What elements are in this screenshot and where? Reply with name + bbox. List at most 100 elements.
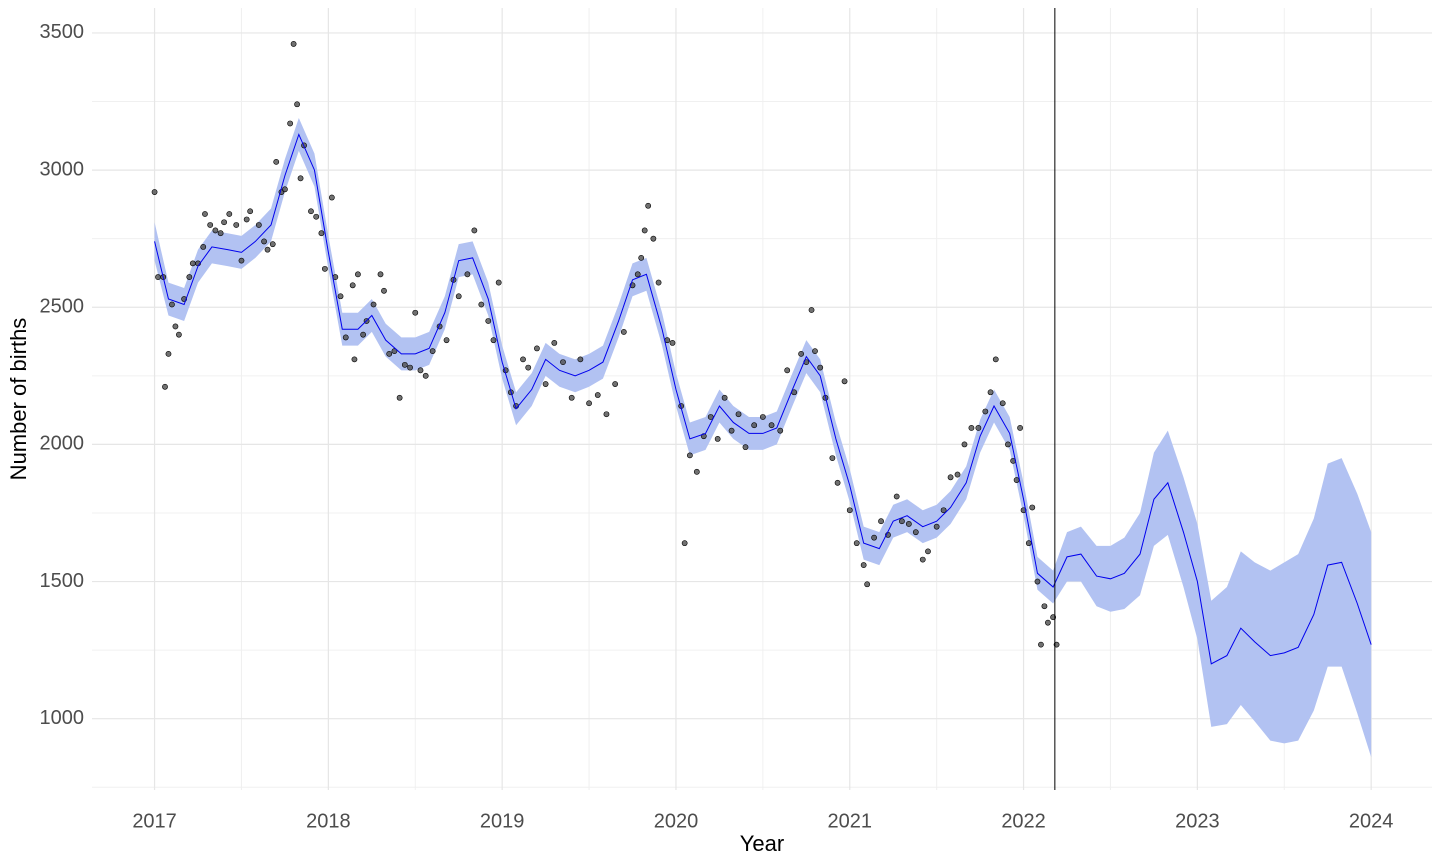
observed-point [798,350,805,357]
observed-point [490,337,497,344]
x-tick-label: 2018 [306,810,351,832]
y-axis-title: Number of births [6,318,31,481]
observed-point [645,202,652,209]
observed-point [968,425,975,431]
observed-point [297,175,304,182]
observed-point [294,101,300,108]
observed-point [377,271,384,278]
observed-point [721,394,728,401]
observed-point [355,271,361,278]
observed-point [568,394,575,401]
observed-point [812,348,818,355]
observed-point [893,493,900,500]
observed-point [155,274,161,280]
observed-point [829,455,836,462]
observed-point [919,556,926,563]
observed-point [1038,641,1044,648]
observed-point [342,334,349,341]
observed-point [620,329,627,335]
observed-point [1034,578,1041,585]
observed-point [429,348,436,355]
observed-point [975,425,982,431]
observed-point [243,216,250,223]
observed-point [186,274,193,280]
observed-point [925,548,931,555]
observed-point [912,529,919,536]
observed-point [551,340,558,346]
observed-point [287,120,294,127]
observed-point [768,422,775,429]
observed-point [860,562,867,568]
observed-point [612,381,619,387]
observed-point [217,230,224,237]
x-tick-label: 2017 [132,810,177,832]
observed-point [290,41,297,47]
y-tick-label: 2000 [40,433,85,455]
observed-point [735,411,742,418]
x-tick-label: 2022 [1001,810,1046,832]
observed-point [412,309,419,316]
observed-point [162,383,168,390]
observed-point [264,246,271,253]
observed-point [982,408,989,415]
observed-point [308,208,314,215]
observed-point [759,414,766,420]
observed-point [189,260,196,267]
x-tick-label: 2020 [654,810,699,832]
observed-point [1045,619,1051,626]
observed-point [351,356,358,363]
observed-point [817,364,824,371]
observed-point [337,293,344,300]
observed-point [391,348,398,355]
observed-point [987,389,994,396]
observed-point [1013,477,1020,483]
observed-point [269,241,276,248]
observed-point [961,441,968,448]
observed-point [864,581,871,588]
observed-point [282,186,288,193]
observed-point [777,427,784,434]
observed-point [370,301,377,308]
observed-point [321,265,328,272]
observed-point [200,244,207,250]
observed-point [407,364,413,371]
observed-point [834,479,841,486]
observed-point [542,381,549,387]
observed-point [207,222,214,228]
observed-point [443,337,450,344]
observed-point [165,350,172,357]
observed-point [386,350,393,357]
observed-point [728,427,735,434]
observed-point [485,318,492,324]
observed-point [1005,441,1011,448]
observed-point [273,158,280,165]
observed-point [940,507,947,514]
y-tick-label: 3000 [40,158,85,180]
observed-point [233,222,240,228]
x-tick-label: 2019 [480,810,525,832]
observed-point [1029,504,1036,511]
observed-point [169,301,175,308]
observed-point [871,534,878,541]
observed-point [992,356,999,363]
observed-point [1041,603,1048,610]
observed-point [172,323,179,330]
observed-point [221,219,227,226]
observed-point [464,271,471,278]
observed-point [603,411,610,418]
observed-point [313,213,320,220]
observed-point [495,279,502,286]
observed-point [247,208,254,215]
x-tick-label: 2021 [828,810,873,832]
y-tick-label: 1000 [40,707,85,729]
observed-point [349,282,356,289]
x-tick-label: 2024 [1349,810,1394,832]
y-tick-label: 2500 [40,296,85,318]
observed-point [784,367,791,374]
x-axis-title: Year [740,831,784,856]
observed-point [577,356,584,363]
observed-point [954,471,961,478]
forecast-line [154,133,1372,665]
grid [92,8,1432,790]
observed-point [238,257,245,264]
